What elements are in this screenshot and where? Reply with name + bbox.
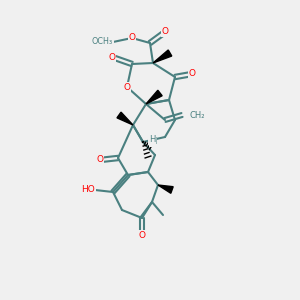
Text: O: O bbox=[139, 230, 145, 239]
Text: O: O bbox=[124, 82, 130, 91]
Text: OCH₃: OCH₃ bbox=[92, 38, 113, 46]
Text: O: O bbox=[188, 70, 196, 79]
Polygon shape bbox=[158, 185, 173, 193]
Text: O: O bbox=[97, 155, 104, 164]
Text: HO: HO bbox=[81, 185, 95, 194]
Polygon shape bbox=[153, 50, 172, 63]
Text: H: H bbox=[150, 137, 156, 146]
Text: H: H bbox=[149, 136, 155, 145]
Text: O: O bbox=[161, 28, 169, 37]
Text: O: O bbox=[128, 34, 136, 43]
Text: CH₂: CH₂ bbox=[190, 110, 206, 119]
Polygon shape bbox=[146, 90, 162, 104]
Text: O: O bbox=[109, 52, 116, 62]
Polygon shape bbox=[117, 112, 133, 125]
